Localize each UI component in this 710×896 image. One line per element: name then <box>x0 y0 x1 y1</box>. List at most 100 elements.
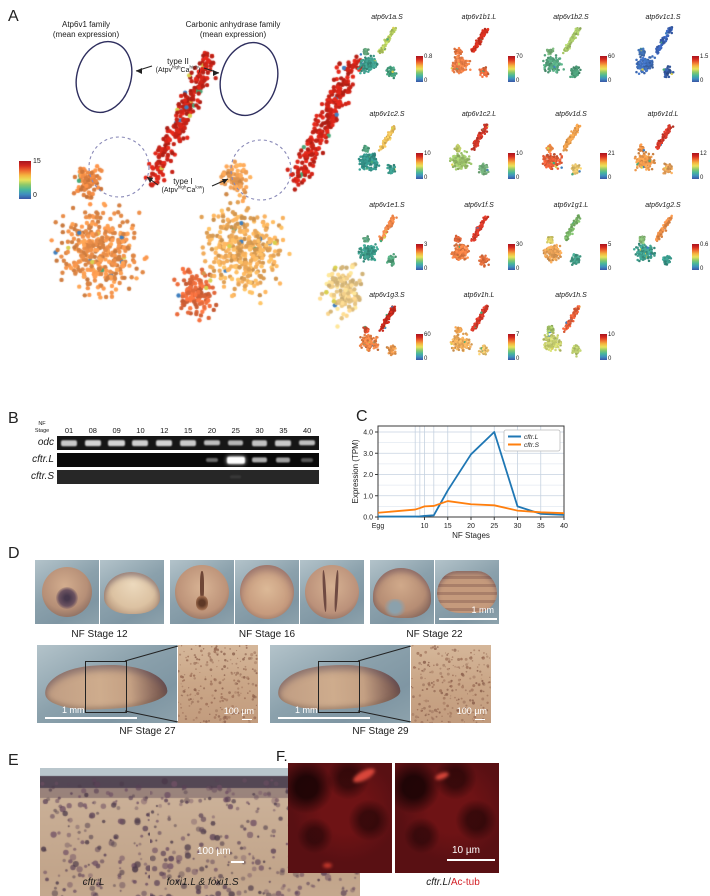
gel-strip-cftr.S <box>57 470 319 484</box>
caption-antibody: Ac-tub <box>450 877 480 888</box>
x-tick-label: 35 <box>537 523 545 530</box>
embryo-image-bean22 <box>370 560 434 624</box>
gene-colorbar-max: 12 <box>700 151 707 157</box>
gene-colorbar <box>692 153 699 179</box>
embryo-shape <box>104 572 160 614</box>
bigplot1-title-line1: Atp6v1 family <box>61 20 111 29</box>
gel-lane-label: 12 <box>160 426 169 435</box>
scalebar-1mm-bar <box>439 618 497 620</box>
umap-cell-atp6v1d.L: atp6v1d.L 12 0 <box>619 111 710 201</box>
gel-band <box>251 440 268 446</box>
scalebar-100um-e-bar <box>231 861 244 863</box>
gel-band <box>227 440 244 446</box>
gene-colorbar <box>692 244 699 270</box>
embryo-image-groove16 <box>170 560 234 624</box>
gene-colorbar-max: 60 <box>424 332 431 338</box>
y-tick-label: 4.0 <box>363 430 373 437</box>
gene-colorbar <box>508 244 515 270</box>
gene-colorbar-max: 10 <box>424 151 431 157</box>
gene-title: atp6v1d.L <box>647 111 679 118</box>
gene-title: atp6v1f.S <box>464 202 494 209</box>
umap-cell-atp6v1g2.S: atp6v1g2.S 0.6 0 <box>619 202 710 292</box>
y-axis-label: Expression (TPM) <box>351 439 360 503</box>
embryo-image-side12 <box>100 560 164 624</box>
gene-umap-canvas <box>350 123 412 187</box>
gel-strip-odc <box>57 436 319 450</box>
gene-title: atp6v1g1.L <box>553 202 589 209</box>
x-tick-label: 30 <box>514 523 522 530</box>
gel-band <box>301 458 313 462</box>
caption-sep: / <box>448 877 451 888</box>
scalebar-100um-e-text: 100 µm <box>197 846 231 857</box>
embryo-lateral-image: 1 mm <box>270 645 410 723</box>
gene-colorbar-max: 0.8 <box>424 54 433 60</box>
gene-colorbar <box>600 56 607 82</box>
gel-lane-label: 35 <box>279 426 288 435</box>
umap-cell-atp6v1c2.S: atp6v1c2.S 10 0 <box>343 111 435 201</box>
gel-lane-label: 08 <box>88 426 97 435</box>
gel-row-label-odc: odc <box>37 437 54 448</box>
gel-strip-cftr.L <box>57 453 319 467</box>
gene-colorbar <box>416 56 423 82</box>
gel-row-label-cftr.S: cftr.S <box>31 471 54 482</box>
y-tick-label: 2.0 <box>363 472 373 479</box>
gel-lane-label: 15 <box>183 426 193 435</box>
scalebar-100um-text: 100 µm <box>223 706 254 716</box>
gene-colorbar <box>600 334 607 360</box>
embryo-image-plate16 <box>235 560 299 624</box>
embryo-image-dorsal22: 1 mm <box>435 560 499 624</box>
embryo-image-blast <box>35 560 99 624</box>
caption-foxi1: foxi1.L & foxi1.S <box>166 877 239 888</box>
gene-umap-canvas <box>534 304 596 368</box>
gel-band <box>205 457 218 463</box>
gel-lane-label: 09 <box>112 426 121 435</box>
gene-colorbar-min: 0 <box>424 78 428 84</box>
gel-band <box>155 440 173 446</box>
gene-colorbar-min: 0 <box>424 356 428 362</box>
umap-cell-atp6v1c1.S: atp6v1c1.S 1.5 0 <box>619 14 710 104</box>
gene-colorbar-max: 7 <box>516 332 520 338</box>
gene-umap-canvas <box>626 214 688 278</box>
umap-cell-atp6v1b2.S: atp6v1b2.S 60 0 <box>527 14 619 104</box>
gene-colorbar-max: 5 <box>608 242 612 248</box>
gene-colorbar-min: 0 <box>700 78 704 84</box>
gene-colorbar <box>692 56 699 82</box>
gel-lane-label: 30 <box>255 426 264 435</box>
y-tick-label: 0.0 <box>363 515 373 522</box>
bigplot1-title-line2: (mean expression) <box>52 29 120 39</box>
umap-cell-atp6v1g3.S: atp6v1g3.S 60 0 <box>343 292 435 382</box>
gene-umap-canvas <box>442 123 504 187</box>
y-tick-label: 3.0 <box>363 451 373 458</box>
gel-band <box>204 440 220 446</box>
bigplot-colorbar <box>19 161 31 199</box>
gel-lane-label: 40 <box>303 426 312 435</box>
gene-colorbar-max: 10 <box>516 151 523 157</box>
embryo-shape <box>240 565 294 619</box>
x-tick-label: 40 <box>560 523 568 530</box>
gene-colorbar-min: 0 <box>608 266 612 272</box>
gene-colorbar-max: 21 <box>608 151 615 157</box>
panel-a-label: A <box>8 8 19 25</box>
type2-annotation: type II (AtpvhighCahigh) <box>148 57 208 75</box>
x-tick-label: Egg <box>372 523 385 530</box>
gene-umap-canvas <box>534 26 596 90</box>
gene-umap-canvas <box>534 123 596 187</box>
gene-title: atp6v1c2.S <box>369 111 405 118</box>
embryo-image-folds16 <box>300 560 364 624</box>
gene-title: atp6v1h.S <box>555 292 587 299</box>
gel-band <box>179 440 197 446</box>
gene-colorbar-min: 0 <box>516 78 520 84</box>
gene-colorbar-min: 0 <box>608 78 612 84</box>
actub-signal-dot <box>323 862 333 868</box>
stage-group-label: NF Stage 16 <box>238 629 296 640</box>
umap-cell-atp6v1h.L: atp6v1h.L 7 0 <box>435 292 527 382</box>
gene-colorbar-max: 70 <box>516 54 523 60</box>
stage-pair-1: 1 mm 100 µm <box>37 645 258 723</box>
scalebar-100um-bar <box>242 718 252 720</box>
fluorescence-image-1 <box>288 763 392 873</box>
umap-cell-atp6v1f.S: atp6v1f.S 30 0 <box>435 202 527 292</box>
umap-cell-atp6v1d.S: atp6v1d.S 21 0 <box>527 111 619 201</box>
gene-colorbar <box>508 153 515 179</box>
legend-box <box>503 429 561 452</box>
embryo-shape <box>42 567 92 617</box>
